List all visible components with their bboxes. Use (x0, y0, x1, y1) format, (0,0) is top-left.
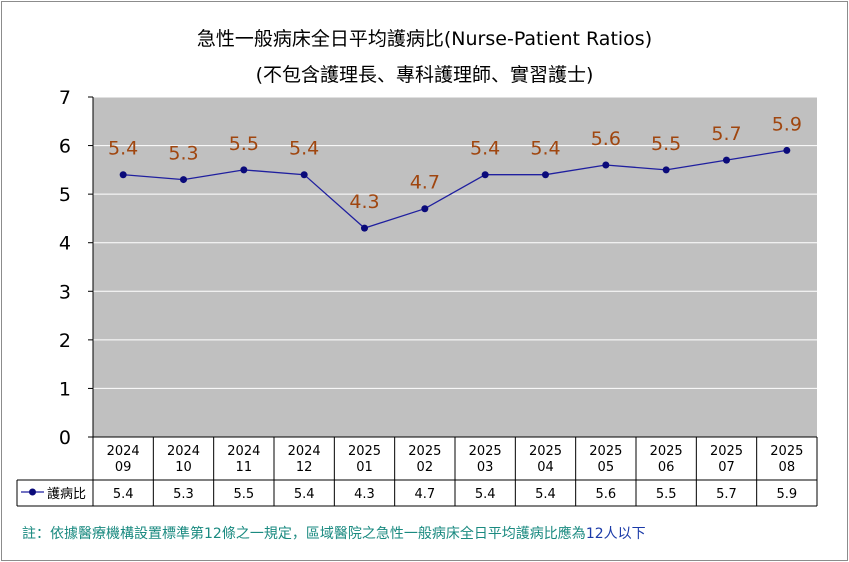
x-tick-label: 2025 (589, 444, 622, 459)
data-point (783, 146, 791, 154)
y-tick-label: 5 (59, 184, 71, 206)
y-tick-label: 3 (59, 281, 71, 303)
x-tick-label: 2025 (770, 444, 803, 459)
x-tick-label: 2024 (167, 444, 200, 459)
y-tick-label: 1 (59, 378, 71, 400)
table-value: 5.9 (776, 487, 797, 502)
data-point (723, 156, 730, 164)
table-value: 5.5 (656, 487, 677, 502)
data-point (481, 171, 489, 179)
data-label: 5.4 (108, 138, 138, 160)
footnote-highlight: 12人以下 (585, 526, 646, 542)
legend-marker (29, 488, 36, 496)
table-value: 5.7 (716, 487, 737, 502)
series-line (123, 149, 787, 229)
x-tick-label: 10 (175, 460, 192, 475)
data-label: 4.3 (349, 191, 379, 213)
data-point (300, 171, 308, 179)
x-tick-label: 08 (779, 460, 796, 475)
chart-title: 急性一般病床全日平均護病比(Nurse-Patient Ratios) (196, 28, 653, 50)
x-tick-label: 09 (115, 460, 132, 475)
chart-subtitle: (不包含護理長、專科護理師、實習護士) (255, 64, 594, 86)
x-tick-label: 2025 (710, 444, 743, 459)
x-tick-label: 2025 (529, 444, 562, 459)
x-tick-label: 2024 (227, 444, 260, 459)
table-value: 4.7 (414, 487, 435, 502)
x-tick-label: 2025 (408, 444, 441, 459)
x-tick-label: 2025 (650, 444, 683, 459)
data-label: 5.7 (711, 123, 741, 145)
data-label: 5.4 (470, 138, 500, 160)
footnote-text: 註：依據醫療機構設置標準第12條之一規定，區域醫院之急性一般病床全日平均護病比應… (22, 526, 586, 542)
x-tick-label: 03 (477, 460, 494, 475)
data-label: 5.6 (591, 128, 621, 150)
data-point (180, 176, 187, 184)
data-point (421, 205, 429, 213)
y-tick-label: 4 (59, 233, 71, 255)
y-tick-label: 2 (59, 330, 71, 352)
x-tick-label: 06 (658, 460, 675, 475)
data-point (361, 224, 368, 232)
table-value: 5.4 (535, 487, 556, 502)
footnote: 註：依據醫療機構設置標準第12條之一規定，區域醫院之急性一般病床全日平均護病比應… (22, 523, 646, 543)
data-point (240, 166, 248, 174)
data-label: 4.7 (410, 172, 440, 194)
x-tick-label: 12 (296, 460, 313, 475)
table-value: 5.5 (233, 487, 254, 502)
data-label: 5.3 (168, 143, 198, 165)
x-tick-label: 2025 (348, 444, 381, 459)
x-tick-label: 07 (718, 460, 735, 475)
table-value: 5.4 (113, 487, 134, 502)
y-tick-label: 0 (59, 427, 71, 449)
plot-area (93, 97, 817, 437)
legend-label: 護病比 (47, 486, 86, 502)
x-tick-label: 2025 (469, 444, 502, 459)
x-tick-label: 05 (598, 460, 615, 475)
x-tick-label: 11 (236, 460, 253, 475)
data-point (542, 171, 549, 179)
data-label: 5.4 (530, 138, 560, 160)
data-label: 5.5 (229, 133, 259, 155)
y-tick-label: 6 (59, 136, 71, 158)
data-label: 5.5 (651, 133, 681, 155)
table-value: 5.3 (173, 487, 194, 502)
x-tick-label: 2024 (107, 444, 140, 459)
x-tick-label: 2024 (288, 444, 321, 459)
x-tick-label: 02 (417, 460, 434, 475)
data-label: 5.9 (772, 113, 802, 135)
table-value: 5.6 (595, 487, 616, 502)
x-tick-label: 04 (537, 460, 554, 475)
x-tick-label: 01 (356, 460, 373, 475)
data-point (602, 161, 610, 169)
table-value: 5.4 (294, 487, 315, 502)
data-label: 5.4 (289, 138, 319, 160)
table-value: 5.4 (475, 487, 496, 502)
y-tick-label: 7 (59, 87, 71, 109)
data-point (119, 171, 127, 179)
data-point (662, 166, 670, 174)
table-value: 4.3 (354, 487, 375, 502)
